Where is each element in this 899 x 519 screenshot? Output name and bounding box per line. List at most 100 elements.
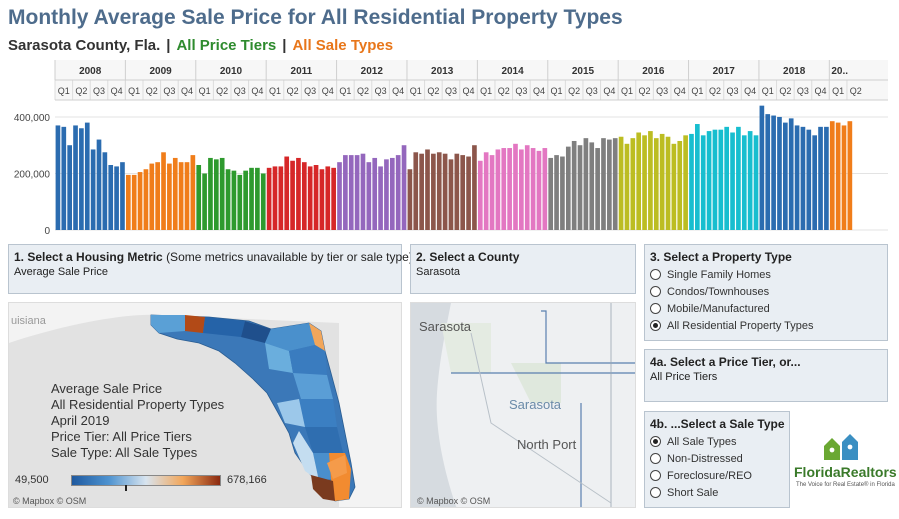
quarter-label: Q3 <box>727 86 739 96</box>
bar <box>689 133 694 230</box>
radio-button[interactable] <box>650 436 661 447</box>
bar <box>624 143 630 230</box>
bar <box>653 138 659 230</box>
sale-type-title: 4b. ...Select a Sale Type <box>650 417 785 431</box>
sale-type-option[interactable]: Short Sale <box>645 484 789 501</box>
florida-map-graphic <box>9 303 401 507</box>
property-type-option[interactable]: Mobile/Manufactured <box>645 300 887 317</box>
sale-type-option[interactable]: Non-Distressed <box>645 450 789 467</box>
bar <box>472 145 477 230</box>
radio-button[interactable] <box>650 269 661 280</box>
quarter-label: Q1 <box>832 86 844 96</box>
radio-button[interactable] <box>650 303 661 314</box>
bar <box>55 125 61 230</box>
bar <box>718 129 724 230</box>
bar <box>213 159 219 230</box>
bar <box>700 135 706 230</box>
county-map[interactable]: Sarasota Sarasota North Port © Mapbox © … <box>410 302 636 508</box>
housing-metric-value[interactable]: Average Sale Price <box>14 266 108 278</box>
bar <box>630 138 636 230</box>
year-label: 2008 <box>79 66 102 77</box>
bar <box>155 162 160 230</box>
bar <box>812 135 818 230</box>
county-map-credit[interactable]: © Mapbox © OSM <box>417 496 491 506</box>
bar <box>642 135 647 230</box>
bar <box>466 156 471 230</box>
quarter-label: Q2 <box>639 86 651 96</box>
bar <box>96 139 102 230</box>
sale-type-option[interactable]: Foreclosure/REO <box>645 467 789 484</box>
quarter-label: Q1 <box>58 86 70 96</box>
property-type-option-label: Single Family Homes <box>667 268 771 281</box>
bar <box>501 148 507 230</box>
bar <box>319 169 325 230</box>
bar <box>61 126 67 230</box>
bar <box>665 136 671 230</box>
year-label: 2015 <box>572 66 595 77</box>
bar <box>389 157 395 230</box>
quarter-label: Q2 <box>216 86 228 96</box>
legend-line-tier: Price Tier: All Price Tiers <box>51 429 192 444</box>
bar <box>354 155 360 230</box>
bar <box>753 135 759 230</box>
radio-button[interactable] <box>650 470 661 481</box>
map-legend-text: Average Sale Price All Residential Prope… <box>51 381 224 461</box>
bar <box>507 148 512 230</box>
quarter-label: Q1 <box>339 86 351 96</box>
bar <box>730 132 735 230</box>
bar <box>794 125 800 230</box>
bar <box>589 142 595 230</box>
bar <box>536 150 542 230</box>
bar <box>765 114 771 230</box>
bar <box>759 105 765 230</box>
bar <box>208 157 213 230</box>
quarter-label: Q1 <box>410 86 422 96</box>
property-type-option[interactable]: Condos/Townhouses <box>645 283 887 300</box>
quarter-label: Q4 <box>603 86 615 96</box>
year-label: 20.. <box>831 66 848 77</box>
radio-button[interactable] <box>650 320 661 331</box>
radio-button[interactable] <box>650 286 661 297</box>
dashboard-subtitle: Sarasota County, Fla. | All Price Tiers | Al… <box>8 37 393 54</box>
bar <box>736 126 741 230</box>
price-tier-panel[interactable]: 4a. Select a Price Tier, or... All Price… <box>644 349 888 402</box>
y-tick-label: 200,000 <box>14 169 51 180</box>
bar <box>425 149 430 230</box>
housing-metric-panel[interactable]: 1. Select a Housing Metric (Some metrics… <box>8 244 413 294</box>
florida-map[interactable]: uisiana Average Sale Price All Residenti… <box>8 302 402 508</box>
bar <box>519 149 524 230</box>
housing-metric-note: (Some metrics unavailable by tier or sal… <box>166 250 413 264</box>
sale-type-panel: 4b. ...Select a Sale Type All Sale Types… <box>644 411 790 508</box>
year-label: 2017 <box>713 66 736 77</box>
county-value[interactable]: Sarasota <box>416 266 461 278</box>
radio-button[interactable] <box>650 453 661 464</box>
florida-realtors-logo[interactable]: FloridaRealtors The Voice for Real Estat… <box>792 432 897 502</box>
bar <box>325 166 331 230</box>
map-credit[interactable]: © Mapbox © OSM <box>13 496 87 506</box>
bar <box>818 126 823 230</box>
property-type-option[interactable]: All Residential Property Types <box>645 317 887 334</box>
bar <box>419 153 424 230</box>
sale-type-option[interactable]: All Sale Types <box>645 433 789 450</box>
bar <box>102 152 108 230</box>
quarter-label: Q3 <box>797 86 809 96</box>
bar <box>120 162 125 230</box>
bar <box>454 153 460 230</box>
bar <box>307 166 313 230</box>
bar <box>847 121 853 230</box>
property-type-title: 3. Select a Property Type <box>650 250 792 264</box>
county-map-graphic <box>411 303 635 507</box>
bar <box>384 159 389 230</box>
quarter-label: Q2 <box>427 86 439 96</box>
county-panel[interactable]: 2. Select a County Sarasota <box>410 244 636 294</box>
price-tier-value[interactable]: All Price Tiers <box>650 371 718 383</box>
radio-button[interactable] <box>650 487 661 498</box>
bar <box>460 155 466 230</box>
bar <box>172 157 178 230</box>
quarter-label: Q3 <box>656 86 668 96</box>
color-scale-bar <box>71 475 221 486</box>
bar <box>560 156 565 230</box>
bar <box>683 135 688 230</box>
property-type-option[interactable]: Single Family Homes <box>645 266 887 283</box>
monthly-bar-chart[interactable]: 400,000 200,000 0 2008 Q1 Q2 Q3 Q4 2009 Q1 Q2 Q3 Q4 2… <box>0 60 899 238</box>
